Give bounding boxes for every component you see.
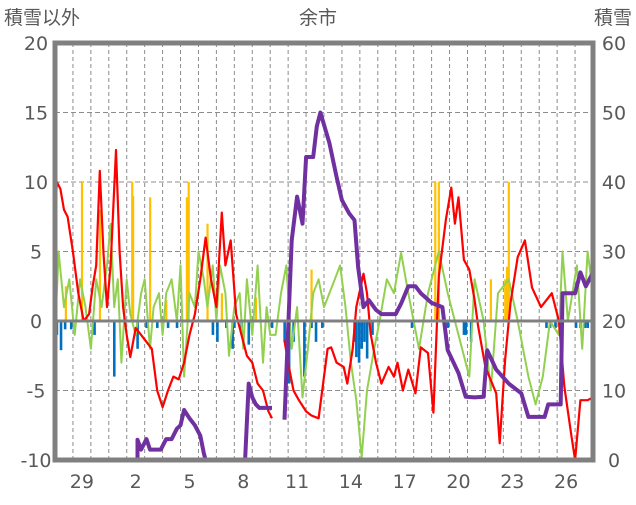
series-lines xyxy=(53,110,595,462)
green-series-line xyxy=(54,222,594,459)
blue-bar xyxy=(93,321,96,335)
blue-bar xyxy=(166,321,170,328)
blue-bar xyxy=(360,321,364,349)
chart-title: 余市 xyxy=(299,7,337,29)
blue-bar xyxy=(365,321,369,359)
blue-bar xyxy=(231,321,234,349)
blue-bar xyxy=(145,321,148,328)
blue-bar xyxy=(371,321,374,335)
orange-bar xyxy=(80,182,84,321)
orange-bar xyxy=(165,300,168,321)
blue-bar xyxy=(270,321,274,328)
left-tick-label: 5 xyxy=(30,242,42,264)
blue-bar xyxy=(462,321,466,335)
orange-bar xyxy=(489,279,492,321)
blue-bar xyxy=(233,321,236,328)
x-tick-label: 23 xyxy=(500,471,524,493)
orange-bar xyxy=(187,182,190,321)
blue-bar xyxy=(112,321,116,377)
blue-bar xyxy=(303,321,306,377)
x-tick-label: 17 xyxy=(393,471,417,493)
gridlines xyxy=(55,43,593,460)
right-tick-label: 10 xyxy=(602,381,626,403)
red-series-line xyxy=(53,148,594,462)
x-tick-label: 26 xyxy=(554,471,578,493)
orange-bar xyxy=(64,286,67,321)
left-tick-label: 0 xyxy=(30,311,42,333)
right-tick-label: 30 xyxy=(602,242,626,264)
x-tick-label: 20 xyxy=(446,471,470,493)
blue-bar xyxy=(410,321,414,328)
right-tick-label: 20 xyxy=(602,311,626,333)
blue-bar xyxy=(554,321,557,328)
blue-bar xyxy=(69,321,73,330)
blue-bar xyxy=(357,321,361,363)
orange-bar xyxy=(254,297,258,321)
orange-bar xyxy=(220,293,223,321)
blue-bar xyxy=(545,321,548,328)
orange-bar xyxy=(434,182,437,321)
plot-frame xyxy=(52,40,596,463)
purple-series-line xyxy=(55,110,595,462)
blue-bar xyxy=(583,321,587,328)
x-tick-label: 8 xyxy=(237,471,249,493)
x-tick-label: 2 xyxy=(130,471,142,493)
x-tick-label: 5 xyxy=(183,471,195,493)
blue-bar xyxy=(310,321,313,328)
orange-bar xyxy=(185,197,189,321)
blue-bar xyxy=(247,321,251,345)
right-tick-label: 60 xyxy=(602,33,626,55)
axes: 20 60 15 50 10 40 5 30 0 20 -5 10 -10 0 29 2 5 8 11 14 17 20 2… xyxy=(20,33,626,493)
blue-bar xyxy=(216,321,219,342)
left-tick-label: 20 xyxy=(24,33,48,55)
orange-bar xyxy=(507,182,510,321)
blue-bar xyxy=(283,321,286,342)
x-tick-label: 29 xyxy=(70,471,94,493)
blue-bar xyxy=(63,321,67,330)
orange-bar xyxy=(206,223,209,321)
x-tick-label: 11 xyxy=(285,471,309,493)
blue-bar xyxy=(136,321,139,349)
right-tick-label: 0 xyxy=(608,450,620,472)
blue-bar xyxy=(59,321,63,351)
orange-bar xyxy=(98,209,102,321)
blue-bar xyxy=(586,321,590,328)
blue-bar xyxy=(464,321,468,335)
left-tick-label: 10 xyxy=(24,172,48,194)
left-tick-label: -10 xyxy=(20,450,51,472)
right-tick-label: 50 xyxy=(602,103,626,125)
orange-bar xyxy=(149,197,152,321)
blue-bar xyxy=(574,321,578,328)
blue-bar xyxy=(156,321,159,328)
x-tick-label: 14 xyxy=(339,471,363,493)
right-tick-label: 40 xyxy=(602,172,626,194)
blue-bar xyxy=(211,321,215,335)
left-tick-label: 15 xyxy=(24,103,48,125)
orange-bar xyxy=(310,269,313,321)
blue-bar xyxy=(363,321,366,342)
blue-bar xyxy=(446,321,450,328)
blue-bar xyxy=(355,321,358,358)
left-axis-title: 積雪以外 xyxy=(4,7,80,29)
blue-bar xyxy=(321,321,324,328)
blue-bar xyxy=(314,321,318,342)
left-tick-label: -5 xyxy=(27,381,46,403)
right-axis-title: 積雪 xyxy=(594,7,632,29)
orange-bar xyxy=(504,279,507,321)
orange-bar xyxy=(132,195,135,321)
blue-bar xyxy=(175,321,179,328)
orange-bar xyxy=(505,266,509,321)
